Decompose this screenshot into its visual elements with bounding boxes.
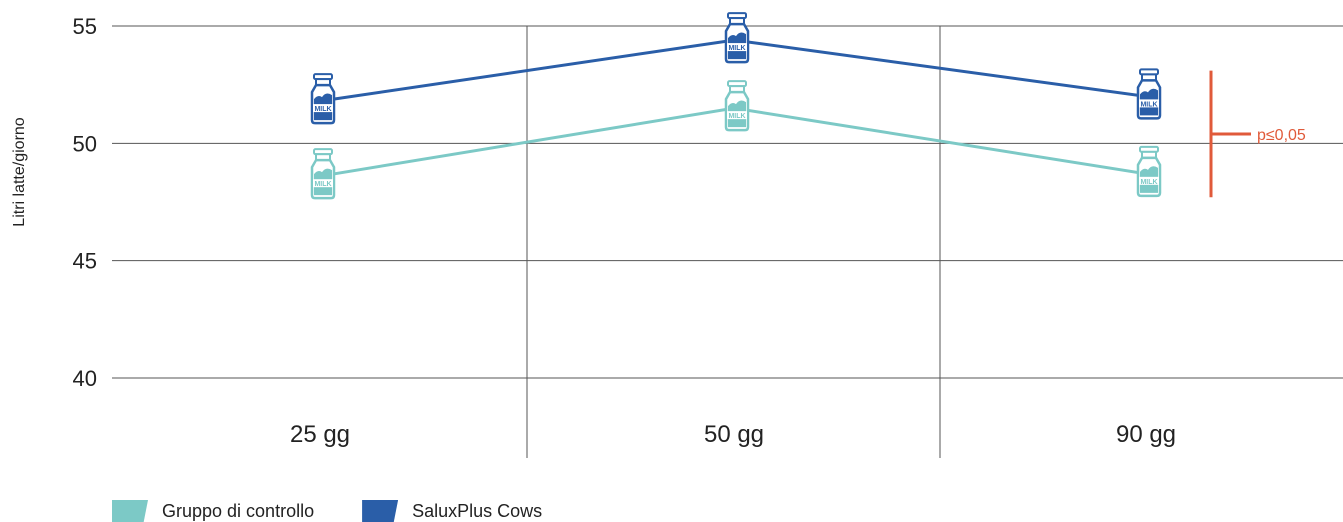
bottle-label	[313, 104, 333, 113]
y-axis-label: Litri latte/giorno	[11, 117, 28, 226]
legend-item-saluxplus: SaluxPlus Cows	[362, 500, 542, 522]
legend-label-saluxplus: SaluxPlus Cows	[412, 500, 543, 521]
x-tick-label: 25 gg	[290, 421, 350, 448]
y-axis: 40 45 50 55	[73, 14, 97, 391]
legend-label-control: Gruppo di controllo	[162, 500, 315, 521]
bottle-label-text: MILK	[728, 45, 745, 52]
bottle-label-text: MILK	[728, 113, 745, 120]
milk-bottle-icon: MILK	[1136, 68, 1162, 120]
x-tick-label: 90 gg	[1116, 421, 1176, 448]
bottle-label-text: MILK	[314, 181, 331, 188]
milk-bottle-icon: MILK	[310, 73, 336, 125]
x-tick-label: 50 gg	[704, 421, 764, 448]
legend-swatch-control	[112, 500, 148, 522]
bottle-label	[727, 43, 747, 52]
milk-bottle-icon: MILK	[1136, 145, 1162, 198]
milk-bottle-icon: MILK	[724, 80, 750, 132]
y-tick-label: 55	[73, 14, 97, 39]
bottle-label	[313, 179, 333, 188]
bottle-label-text: MILK	[1140, 101, 1157, 108]
legend: Gruppo di controllo SaluxPlus Cows	[112, 500, 590, 522]
markers: MILK MILK MILK MILK MILK MILK	[310, 12, 1162, 200]
bottle-label	[1139, 99, 1159, 108]
y-tick-label: 40	[73, 366, 97, 391]
legend-swatch-saluxplus	[362, 500, 399, 522]
y-tick-label: 50	[73, 131, 97, 156]
bottle-label	[727, 111, 747, 120]
legend-item-control: Gruppo di controllo	[112, 500, 314, 522]
significance-bracket: p≤0,05	[1209, 70, 1306, 198]
x-axis: 25 gg 50 gg 90 gg	[290, 421, 1176, 448]
milk-bottle-icon: MILK	[310, 148, 336, 200]
milk-bottle-icon: MILK	[724, 12, 750, 64]
bottle-label	[1139, 176, 1159, 185]
y-tick-label: 45	[73, 249, 97, 274]
bottle-label-text: MILK	[314, 106, 331, 113]
bottle-label-text: MILK	[1140, 179, 1157, 186]
grid	[112, 25, 1343, 458]
line-chart: 40 45 50 55 Litri latte/giorno 25 gg 50 gg 90…	[11, 12, 1343, 458]
significance-label: p≤0,05	[1257, 127, 1306, 144]
